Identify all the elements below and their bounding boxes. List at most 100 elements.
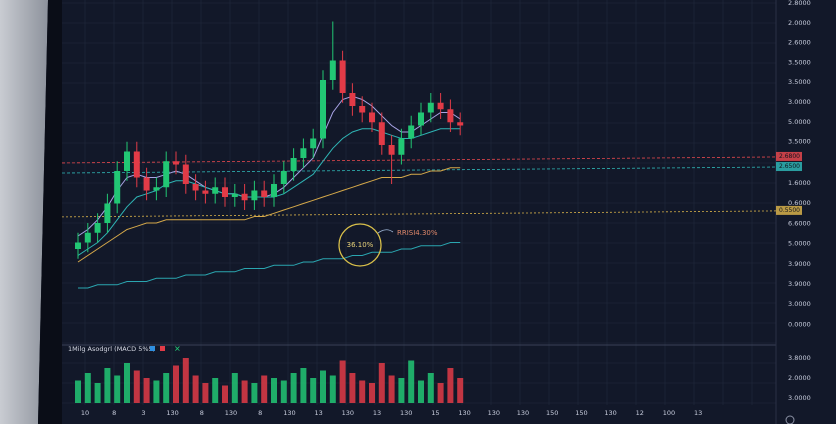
x-label: 150 (546, 409, 558, 417)
level-tag (776, 151, 802, 161)
candle-body (339, 60, 346, 93)
volume-bar (153, 380, 160, 403)
candle-body (231, 193, 238, 197)
price-label: 5.0000 (788, 118, 811, 126)
x-label: 130 (342, 409, 354, 417)
candle-body (408, 125, 415, 139)
level-line (61, 166, 777, 174)
monitor-bezel (0, 0, 48, 424)
candle-body (447, 109, 454, 123)
candle-body (124, 151, 130, 171)
candle-body (173, 161, 179, 165)
volume-bar (163, 373, 170, 403)
volume-bar (378, 363, 385, 403)
highlight-circle (338, 223, 382, 267)
volume-bar (290, 373, 297, 403)
x-label: 150 (575, 409, 587, 417)
moving-average (77, 167, 461, 263)
volume-bar (202, 383, 209, 403)
volume-bar (133, 370, 140, 403)
annotation-arrow (377, 229, 394, 234)
candle-body (241, 193, 248, 201)
volume-bar (143, 378, 150, 403)
candle-body (398, 138, 405, 155)
candle-body (261, 190, 268, 197)
candle-body (143, 177, 150, 191)
candle-body (418, 112, 424, 126)
candle-body (153, 187, 160, 191)
volume-bar (408, 360, 415, 403)
volume-bar (359, 380, 366, 403)
monitor-edge (38, 0, 62, 424)
x-label: 130 (458, 409, 470, 417)
level-line (61, 156, 777, 164)
x-label: 13 (314, 409, 322, 417)
volume-bar (212, 378, 219, 403)
volume-label: 3.0000 (788, 394, 811, 402)
volume-bar (349, 373, 356, 403)
candle-body (388, 145, 395, 155)
price-label: 3.5000 (788, 138, 811, 146)
price-label: 2.6000 (788, 39, 811, 47)
candle-body (192, 184, 199, 191)
candle-body (359, 106, 366, 113)
candle-body (310, 138, 317, 149)
candle-body (94, 223, 101, 233)
volume-bar (418, 380, 424, 403)
x-label: 8 (258, 409, 262, 417)
volume-bar (173, 365, 179, 403)
volume-bar (114, 375, 121, 403)
candle-body (222, 187, 228, 197)
settings-icon[interactable] (785, 415, 795, 424)
candle-body (271, 184, 277, 197)
annotation: RRISI4.30% (397, 229, 438, 237)
candle-body (369, 112, 375, 123)
pane-title: 1Milg Asodgrl (MACD 5%5) (68, 345, 155, 353)
candle-body (437, 102, 444, 110)
pane-icon (160, 346, 165, 351)
level-label: 2.6800 (779, 153, 800, 160)
candle-body (182, 164, 189, 184)
volume-bar (320, 370, 326, 403)
price-label: 5.0000 (788, 240, 811, 248)
volume-bar (104, 368, 111, 403)
candle-body (202, 190, 209, 194)
level-tag (776, 162, 802, 172)
volume-bar (261, 375, 268, 403)
candle-body (84, 232, 91, 243)
volume-bar (398, 378, 405, 403)
price-label: 2.0000 (788, 19, 811, 27)
volume-bar (124, 363, 130, 403)
candle-body (457, 122, 464, 126)
x-label: 12 (636, 409, 644, 417)
price-label: 6.6000 (788, 219, 811, 227)
volume-bar (75, 380, 81, 403)
price-label: 3.9000 (788, 260, 811, 268)
volume-bar (369, 383, 375, 403)
x-label: 15 (431, 409, 439, 417)
x-label: 3 (141, 409, 145, 417)
price-label: 0.0000 (788, 320, 811, 328)
x-label: 8 (112, 409, 116, 417)
x-label: 130 (488, 409, 500, 417)
x-label: 130 (283, 409, 295, 417)
volume-label: 2.0000 (788, 374, 811, 382)
level-tag (776, 205, 802, 215)
volume-bar (94, 383, 101, 403)
volume-bar (300, 368, 307, 403)
candle-body (75, 242, 81, 249)
moving-average (77, 128, 461, 256)
pane-icon: ✕ (174, 345, 181, 354)
x-label: 8 (200, 409, 204, 417)
x-label: 130 (517, 409, 529, 417)
annotation: 36.10% (347, 241, 374, 249)
volume-bar (251, 383, 258, 403)
level-label: 2.6500 (779, 163, 800, 170)
price-label: 0.6000 (788, 199, 811, 207)
x-label: 10 (81, 409, 89, 417)
candle-body (212, 187, 219, 194)
candle-body (280, 171, 287, 184)
volume-bar (329, 375, 336, 403)
candle-body (300, 148, 307, 158)
